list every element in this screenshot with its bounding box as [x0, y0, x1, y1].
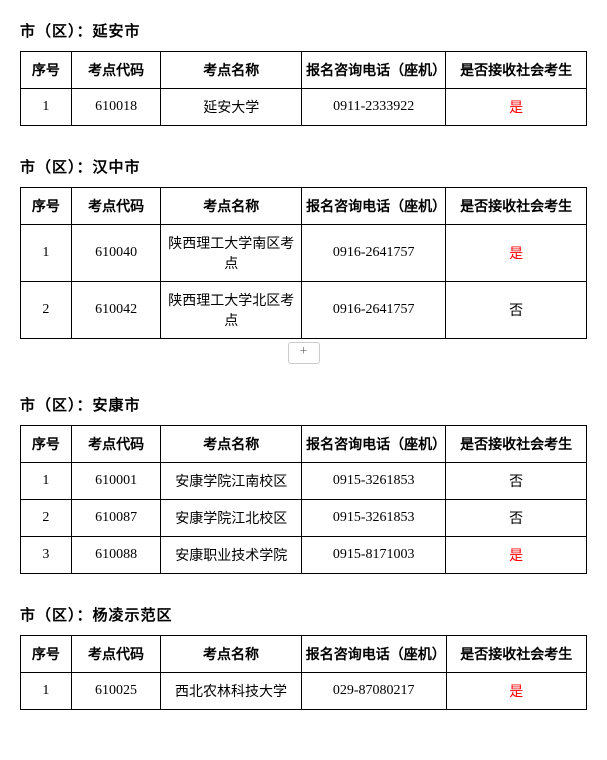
cell-seq: 1	[21, 463, 72, 500]
section-0: 市（区）：延安市序号考点代码考点名称报名咨询电话（座机）是否接收社会考生1610…	[20, 20, 587, 126]
table-row: 2610087安康学院江北校区0915-3261853否	[21, 500, 587, 537]
section-1: 市（区）：汉中市序号考点代码考点名称报名咨询电话（座机）是否接收社会考生1610…	[20, 156, 587, 364]
table-row: 1610025西北农林科技大学029-87080217 是	[21, 673, 587, 710]
cell-code: 610087	[71, 500, 161, 537]
table-header-row: 序号考点代码考点名称报名咨询电话（座机）是否接收社会考生	[21, 426, 587, 463]
header-name: 考点名称	[161, 426, 302, 463]
cell-accept: 是	[446, 225, 587, 282]
section-title: 市（区）：延安市	[20, 20, 587, 41]
cell-phone: 0915-3261853	[302, 500, 446, 537]
table-row: 2610042陕西理工大学北区考点0916-2641757否	[21, 282, 587, 339]
table-row: 1610040陕西理工大学南区考点0916-2641757 是	[21, 225, 587, 282]
section-2: 市（区）：安康市序号考点代码考点名称报名咨询电话（座机）是否接收社会考生1610…	[20, 394, 587, 574]
section-3: 市（区）：杨凌示范区序号考点代码考点名称报名咨询电话（座机）是否接收社会考生16…	[20, 604, 587, 710]
cell-accept: 是	[446, 673, 586, 710]
accept-value: 是	[509, 549, 523, 564]
header-name: 考点名称	[161, 188, 302, 225]
cell-code: 610001	[71, 463, 161, 500]
table-header-row: 序号考点代码考点名称报名咨询电话（座机）是否接收社会考生	[21, 188, 587, 225]
header-name: 考点名称	[161, 52, 302, 89]
header-phone: 报名咨询电话（座机）	[302, 426, 446, 463]
header-code: 考点代码	[71, 188, 161, 225]
cell-name: 西北农林科技大学	[161, 673, 301, 710]
cell-seq: 1	[21, 225, 72, 282]
header-seq: 序号	[21, 52, 72, 89]
accept-value: 是	[509, 247, 523, 262]
add-row-button[interactable]: +	[288, 342, 320, 364]
header-seq: 序号	[21, 188, 72, 225]
header-phone: 报名咨询电话（座机）	[302, 188, 446, 225]
exam-sites-table: 序号考点代码考点名称报名咨询电话（座机）是否接收社会考生1610018延安大学0…	[20, 51, 587, 126]
cell-phone: 0911-2333922	[302, 89, 446, 126]
cell-accept: 否	[446, 463, 587, 500]
cell-name: 安康学院江北校区	[161, 500, 302, 537]
header-accept: 是否接收社会考生	[446, 636, 586, 673]
cell-accept: 是	[446, 89, 587, 126]
cell-code: 610018	[71, 89, 161, 126]
cell-phone: 0916-2641757	[302, 225, 446, 282]
cell-seq: 1	[21, 673, 72, 710]
cell-name: 延安大学	[161, 89, 302, 126]
cell-phone: 029-87080217	[301, 673, 446, 710]
cell-phone: 0915-3261853	[302, 463, 446, 500]
cell-seq: 2	[21, 282, 72, 339]
cell-name: 安康学院江南校区	[161, 463, 302, 500]
header-accept: 是否接收社会考生	[446, 188, 587, 225]
header-code: 考点代码	[71, 426, 161, 463]
table-header-row: 序号考点代码考点名称报名咨询电话（座机）是否接收社会考生	[21, 636, 587, 673]
header-seq: 序号	[21, 636, 72, 673]
table-header-row: 序号考点代码考点名称报名咨询电话（座机）是否接收社会考生	[21, 52, 587, 89]
header-phone: 报名咨询电话（座机）	[302, 52, 446, 89]
cell-accept: 否	[446, 282, 587, 339]
accept-value: 是	[509, 101, 523, 116]
table-row: 3610088安康职业技术学院0915-8171003 是	[21, 537, 587, 574]
cell-name: 陕西理工大学北区考点	[161, 282, 302, 339]
cell-code: 610025	[71, 673, 161, 710]
cell-seq: 2	[21, 500, 72, 537]
cell-phone: 0916-2641757	[302, 282, 446, 339]
exam-sites-table: 序号考点代码考点名称报名咨询电话（座机）是否接收社会考生1610040陕西理工大…	[20, 187, 587, 339]
cell-name: 安康职业技术学院	[161, 537, 302, 574]
table-row: 1610001安康学院江南校区0915-3261853否	[21, 463, 587, 500]
cell-code: 610042	[71, 282, 161, 339]
exam-sites-table: 序号考点代码考点名称报名咨询电话（座机）是否接收社会考生1610025西北农林科…	[20, 635, 587, 710]
header-phone: 报名咨询电话（座机）	[301, 636, 446, 673]
header-accept: 是否接收社会考生	[446, 426, 587, 463]
cell-code: 610088	[71, 537, 161, 574]
header-name: 考点名称	[161, 636, 301, 673]
section-title: 市（区）：杨凌示范区	[20, 604, 587, 625]
header-code: 考点代码	[71, 636, 161, 673]
header-code: 考点代码	[71, 52, 161, 89]
table-row: 1610018延安大学0911-2333922 是	[21, 89, 587, 126]
cell-accept: 是	[446, 537, 587, 574]
accept-value: 是	[509, 685, 523, 700]
section-title: 市（区）：汉中市	[20, 156, 587, 177]
exam-sites-table: 序号考点代码考点名称报名咨询电话（座机）是否接收社会考生1610001安康学院江…	[20, 425, 587, 574]
header-seq: 序号	[21, 426, 72, 463]
cell-seq: 1	[21, 89, 72, 126]
cell-seq: 3	[21, 537, 72, 574]
cell-phone: 0915-8171003	[302, 537, 446, 574]
header-accept: 是否接收社会考生	[446, 52, 587, 89]
section-title: 市（区）：安康市	[20, 394, 587, 415]
cell-code: 610040	[71, 225, 161, 282]
cell-accept: 否	[446, 500, 587, 537]
cell-name: 陕西理工大学南区考点	[161, 225, 302, 282]
